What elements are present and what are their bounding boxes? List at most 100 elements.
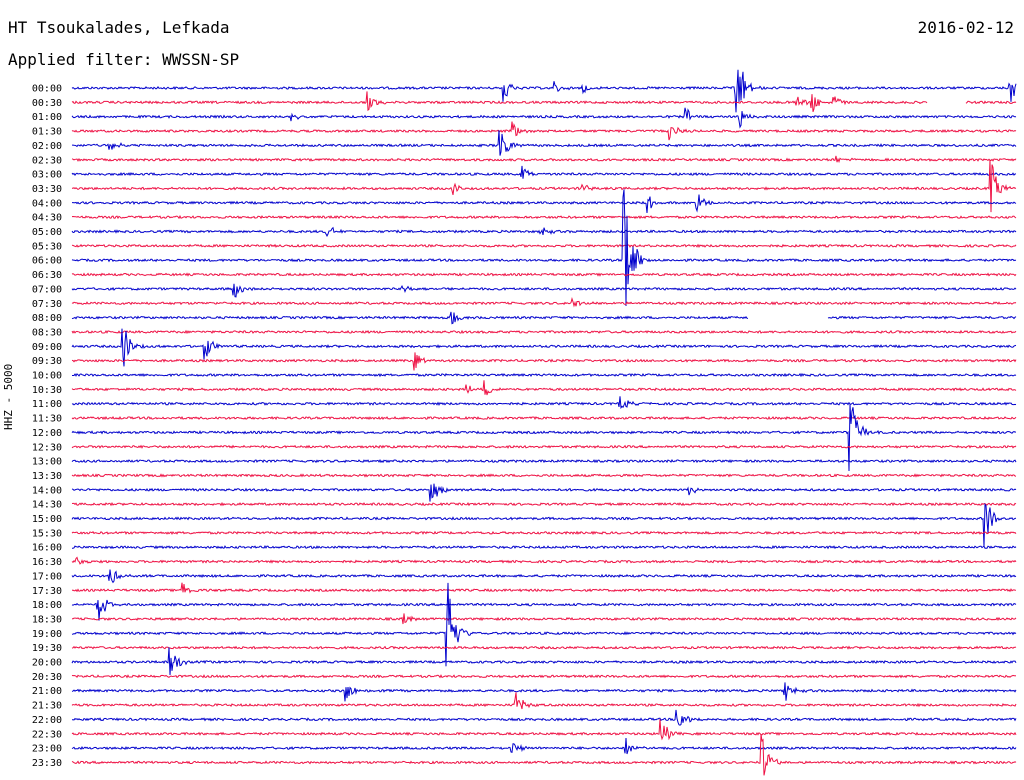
time-tick-label: 01:00 [32,112,62,123]
time-tick-label: 13:30 [32,471,62,482]
time-tick-label: 07:00 [32,284,62,295]
trace-row-0200 [72,130,1017,156]
trace-row-1200 [71,403,1017,472]
time-tick-label: 08:30 [32,327,62,338]
trace-row-2200 [71,709,1017,726]
trace-row-1900 [71,582,1017,667]
trace-row-0400 [72,194,1017,213]
trace-row-1730 [71,582,1017,594]
trace-row-1500 [71,503,1017,547]
time-tick-label: 04:00 [32,198,62,209]
time-tick-label: 09:00 [32,342,62,353]
trace-row-2230 [71,719,1017,741]
time-tick-label: 06:00 [32,256,62,267]
trace-row-0830 [71,329,1017,335]
trace-row-0430 [71,214,1017,220]
trace-row-0300 [71,165,1017,179]
trace-row-2030 [71,674,1017,679]
trace-row-0700 [71,283,1017,298]
time-tick-label: 02:30 [32,155,62,166]
time-tick-label: 03:30 [32,184,62,195]
trace-row-0930 [71,352,1017,371]
time-tick-label: 01:30 [32,127,62,138]
time-tick-label: 17:00 [32,571,62,582]
time-tick-label: 22:00 [32,715,62,726]
time-tick-label: 23:30 [32,758,62,769]
trace-row-0100 [71,107,1017,129]
time-tick-label: 15:30 [32,528,62,539]
time-tick-label: 06:30 [32,270,62,281]
time-tick-label: 15:00 [32,514,62,525]
time-tick-label: 19:30 [32,643,62,654]
trace-row-0130 [71,121,1017,141]
trace-row-2300 [71,737,1017,755]
trace-row-1700 [71,569,1017,584]
time-tick-label: 23:00 [32,744,62,755]
trace-row-1130 [71,415,1017,421]
trace-row-1000 [72,372,1017,378]
time-tick-label: 03:00 [32,170,62,181]
trace-row-0230 [71,155,1017,164]
time-tick-label: 13:00 [32,457,62,468]
trace-row-2000 [71,647,1017,676]
time-tick-label: 10:30 [32,385,62,396]
trace-row-2330 [71,734,1017,776]
trace-row-0900 [71,328,1017,367]
time-tick-label: 16:30 [32,557,62,568]
time-tick-label: 02:00 [32,141,62,152]
trace-row-1330 [71,473,1017,478]
date-label: 2016-02-12 [917,18,1014,37]
trace-row-1300 [71,459,1017,464]
station-title: HT Tsoukalades, Lefkada [8,18,230,37]
time-tick-label: 12:30 [32,442,62,453]
trace-row-0330 [71,159,1017,213]
time-tick-label: 12:00 [32,428,62,439]
trace-row-1630 [71,556,1017,565]
time-tick-label: 04:30 [32,213,62,224]
time-tick-label: 00:00 [32,84,62,95]
filter-label: Applied filter: WWSSN-SP [8,50,240,69]
trace-row-2130 [71,692,1017,710]
trace-row-0030 [71,91,1017,112]
time-tick-label: 14:30 [32,500,62,511]
trace-row-1100 [71,396,1017,410]
trace-row-1230 [71,444,1017,449]
time-tick-label: 05:00 [32,227,62,238]
time-tick-label: 11:30 [32,414,62,425]
time-tick-label: 00:30 [32,98,62,109]
trace-row-1830 [71,613,1017,625]
trace-row-0630 [71,272,1017,277]
trace-row-0500 [71,226,1017,237]
time-tick-label: 21:30 [32,701,62,712]
time-tick-label: 18:30 [32,614,62,625]
time-tick-label: 21:00 [32,686,62,697]
time-tick-label: 14:00 [32,485,62,496]
trace-row-0800 [71,311,1017,325]
trace-row-1430 [71,501,1017,507]
trace-row-1400 [71,483,1017,502]
time-tick-label: 11:00 [32,399,62,410]
trace-row-1530 [71,530,1017,536]
trace-row-1600 [72,545,1017,550]
time-tick-label: 20:00 [32,658,62,669]
time-tick-label: 09:30 [32,356,62,367]
time-tick-label: 10:00 [32,371,62,382]
time-tick-label: 05:30 [32,241,62,252]
time-tick-label: 17:30 [32,586,62,597]
trace-row-0000 [71,69,1017,113]
trace-row-2100 [71,682,1017,702]
trace-row-0600 [71,189,1017,307]
trace-row-1030 [71,380,1017,396]
trace-row-1930 [71,645,1017,650]
time-tick-label: 07:30 [32,299,62,310]
time-tick-label: 08:00 [32,313,62,324]
time-tick-label: 18:00 [32,600,62,611]
time-tick-label: 20:30 [32,672,62,683]
trace-row-0730 [71,297,1017,308]
time-tick-label: 16:00 [32,543,62,554]
trace-row-1800 [71,599,1017,621]
trace-row-0530 [71,243,1017,249]
time-tick-label: 22:30 [32,729,62,740]
time-tick-label: 19:00 [32,629,62,640]
